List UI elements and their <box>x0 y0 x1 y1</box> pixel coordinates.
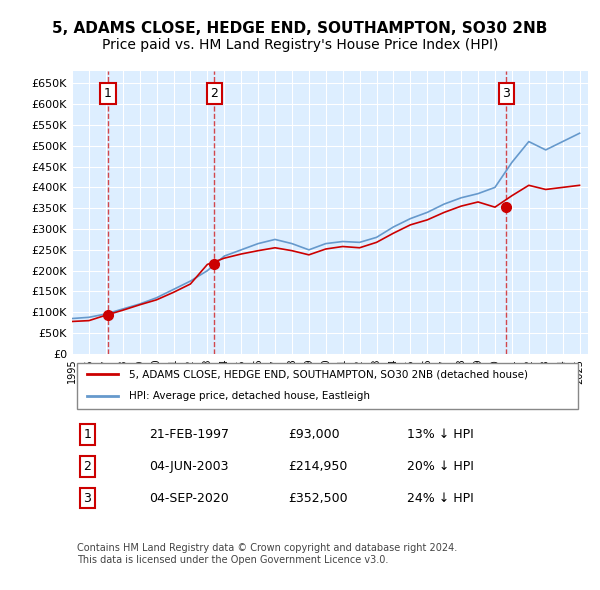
Text: £352,500: £352,500 <box>289 491 349 504</box>
Text: 5, ADAMS CLOSE, HEDGE END, SOUTHAMPTON, SO30 2NB (detached house): 5, ADAMS CLOSE, HEDGE END, SOUTHAMPTON, … <box>129 369 528 379</box>
Text: 1: 1 <box>83 428 91 441</box>
Text: 04-JUN-2003: 04-JUN-2003 <box>149 460 229 473</box>
Text: 3: 3 <box>83 491 91 504</box>
Text: 3: 3 <box>502 87 510 100</box>
Text: 2: 2 <box>211 87 218 100</box>
Text: Contains HM Land Registry data © Crown copyright and database right 2024.
This d: Contains HM Land Registry data © Crown c… <box>77 543 457 565</box>
Text: 24% ↓ HPI: 24% ↓ HPI <box>407 491 474 504</box>
Text: 21-FEB-1997: 21-FEB-1997 <box>149 428 229 441</box>
Text: 04-SEP-2020: 04-SEP-2020 <box>149 491 229 504</box>
Text: 20% ↓ HPI: 20% ↓ HPI <box>407 460 474 473</box>
Text: 2: 2 <box>83 460 91 473</box>
Text: 1: 1 <box>104 87 112 100</box>
Text: 5, ADAMS CLOSE, HEDGE END, SOUTHAMPTON, SO30 2NB: 5, ADAMS CLOSE, HEDGE END, SOUTHAMPTON, … <box>52 21 548 35</box>
Text: 13% ↓ HPI: 13% ↓ HPI <box>407 428 474 441</box>
Text: £214,950: £214,950 <box>289 460 348 473</box>
Text: HPI: Average price, detached house, Eastleigh: HPI: Average price, detached house, East… <box>129 391 370 401</box>
FancyBboxPatch shape <box>77 363 578 409</box>
Text: £93,000: £93,000 <box>289 428 340 441</box>
Text: Price paid vs. HM Land Registry's House Price Index (HPI): Price paid vs. HM Land Registry's House … <box>102 38 498 53</box>
